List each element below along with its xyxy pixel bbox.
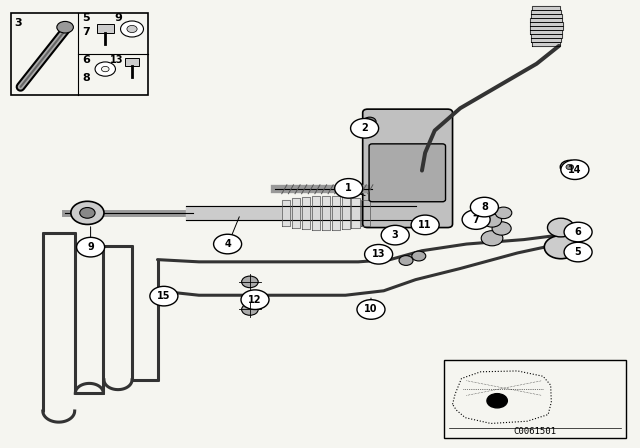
Text: 14: 14 xyxy=(568,165,582,175)
Text: 8: 8 xyxy=(83,73,90,82)
Circle shape xyxy=(483,214,502,227)
Circle shape xyxy=(487,394,508,408)
Circle shape xyxy=(492,222,511,235)
Text: 1: 1 xyxy=(346,183,352,194)
Text: 9: 9 xyxy=(115,13,123,22)
Circle shape xyxy=(351,118,379,138)
Text: 5: 5 xyxy=(83,13,90,22)
FancyBboxPatch shape xyxy=(369,144,445,202)
FancyBboxPatch shape xyxy=(11,13,148,95)
Text: 9: 9 xyxy=(87,242,94,252)
Bar xyxy=(97,24,113,33)
Circle shape xyxy=(365,245,393,264)
Text: 6: 6 xyxy=(83,55,90,65)
Circle shape xyxy=(462,210,490,229)
Circle shape xyxy=(481,231,503,246)
FancyBboxPatch shape xyxy=(363,109,452,228)
Circle shape xyxy=(564,222,592,242)
Text: 6: 6 xyxy=(575,227,582,237)
Text: 3: 3 xyxy=(14,18,22,28)
Circle shape xyxy=(77,237,104,257)
Circle shape xyxy=(544,236,577,259)
Circle shape xyxy=(127,26,137,33)
Text: 10: 10 xyxy=(364,305,378,314)
Circle shape xyxy=(80,207,95,218)
Circle shape xyxy=(547,218,574,237)
Text: 11: 11 xyxy=(419,220,432,230)
FancyBboxPatch shape xyxy=(444,360,626,438)
Circle shape xyxy=(241,290,269,310)
Circle shape xyxy=(71,201,104,224)
Circle shape xyxy=(495,207,512,219)
Circle shape xyxy=(381,225,409,245)
Circle shape xyxy=(364,117,376,126)
Circle shape xyxy=(470,197,499,217)
Text: 13: 13 xyxy=(372,249,385,259)
Bar xyxy=(125,58,139,66)
Text: 13: 13 xyxy=(109,55,124,65)
Text: C0061501: C0061501 xyxy=(513,427,557,436)
Circle shape xyxy=(411,215,439,235)
Text: 15: 15 xyxy=(157,291,171,301)
Text: 7: 7 xyxy=(473,215,479,224)
Circle shape xyxy=(399,256,413,265)
Circle shape xyxy=(242,304,258,315)
Circle shape xyxy=(335,179,363,198)
Circle shape xyxy=(120,21,143,37)
Circle shape xyxy=(101,66,109,72)
Circle shape xyxy=(214,234,242,254)
Circle shape xyxy=(95,62,115,76)
Text: 3: 3 xyxy=(392,230,399,240)
Circle shape xyxy=(57,22,74,33)
Circle shape xyxy=(242,276,258,288)
Circle shape xyxy=(412,251,426,261)
Text: 12: 12 xyxy=(248,295,262,305)
Circle shape xyxy=(560,160,579,174)
Text: 5: 5 xyxy=(575,247,582,257)
Circle shape xyxy=(561,160,589,180)
Circle shape xyxy=(566,164,573,170)
Text: 2: 2 xyxy=(361,123,368,133)
Text: 8: 8 xyxy=(481,202,488,212)
Text: 7: 7 xyxy=(83,27,90,37)
Circle shape xyxy=(357,300,385,319)
Circle shape xyxy=(564,242,592,262)
Circle shape xyxy=(150,286,178,306)
Text: 4: 4 xyxy=(224,239,231,249)
